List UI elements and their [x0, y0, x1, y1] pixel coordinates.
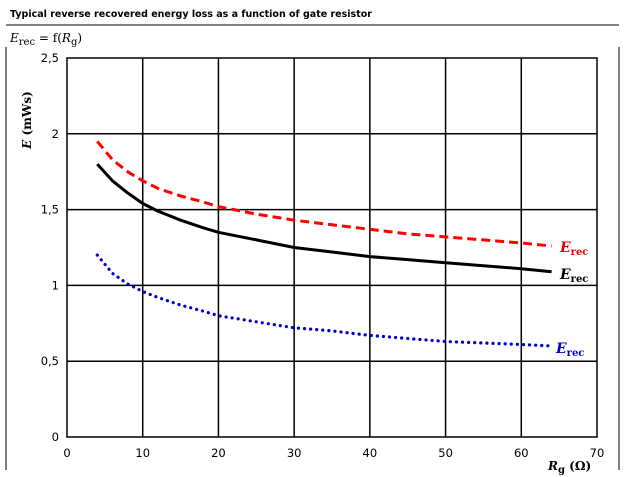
x-tick-label: 10	[135, 446, 150, 460]
formula-rhs-suffix: )	[77, 31, 82, 45]
x-tick-label: 40	[363, 446, 378, 460]
x-axis-sub: g	[558, 465, 565, 476]
x-tick-label: 70	[590, 446, 605, 460]
series-line-solid	[96, 163, 552, 274]
chart-title: Typical reverse recovered energy loss as…	[10, 9, 372, 20]
x-tick-label: 0	[63, 446, 70, 460]
y-axis-unit: (mWs)	[20, 91, 34, 139]
x-axis-symbol: R	[547, 459, 558, 473]
series-label-black: Erec	[559, 267, 588, 285]
x-axis-unit: (Ω)	[565, 459, 591, 473]
formula-label: Erec = f(Rg)	[9, 31, 82, 48]
y-tick-label: 1,5	[41, 203, 59, 217]
formula-rhs-symbol: R	[61, 31, 71, 45]
x-tick-label: 50	[438, 446, 453, 460]
grid	[67, 58, 597, 437]
series-label-blue: Erec	[555, 341, 584, 359]
plot-area	[66, 57, 598, 438]
y-tick-label: 0,5	[41, 354, 59, 368]
series-line-dashed	[96, 140, 552, 248]
y-axis-label: E (mWs)	[20, 91, 34, 150]
formula-lhs-sub: rec	[19, 37, 36, 48]
tick-labels: 0 10 20 30 40 50 60 70 0 0,5 1 1,5 2 2,5	[41, 51, 605, 460]
series-layer	[95, 140, 554, 348]
y-tick-label: 2,5	[41, 51, 59, 65]
y-tick-label: 1	[52, 278, 59, 292]
x-axis-label: Rg (Ω)	[547, 459, 591, 476]
series-line-dotted	[95, 253, 554, 348]
formula-rhs-prefix: = f(	[35, 31, 62, 45]
x-tick-label: 60	[514, 446, 529, 460]
series-label-red: Erec	[559, 240, 588, 258]
formula-lhs-symbol: E	[9, 31, 19, 45]
x-tick-label: 30	[287, 446, 302, 460]
y-tick-label: 0	[52, 430, 59, 444]
x-tick-label: 20	[211, 446, 226, 460]
y-axis-symbol: E	[20, 139, 34, 150]
formula-rhs-sub: g	[71, 37, 78, 48]
y-tick-label: 2	[52, 127, 59, 141]
